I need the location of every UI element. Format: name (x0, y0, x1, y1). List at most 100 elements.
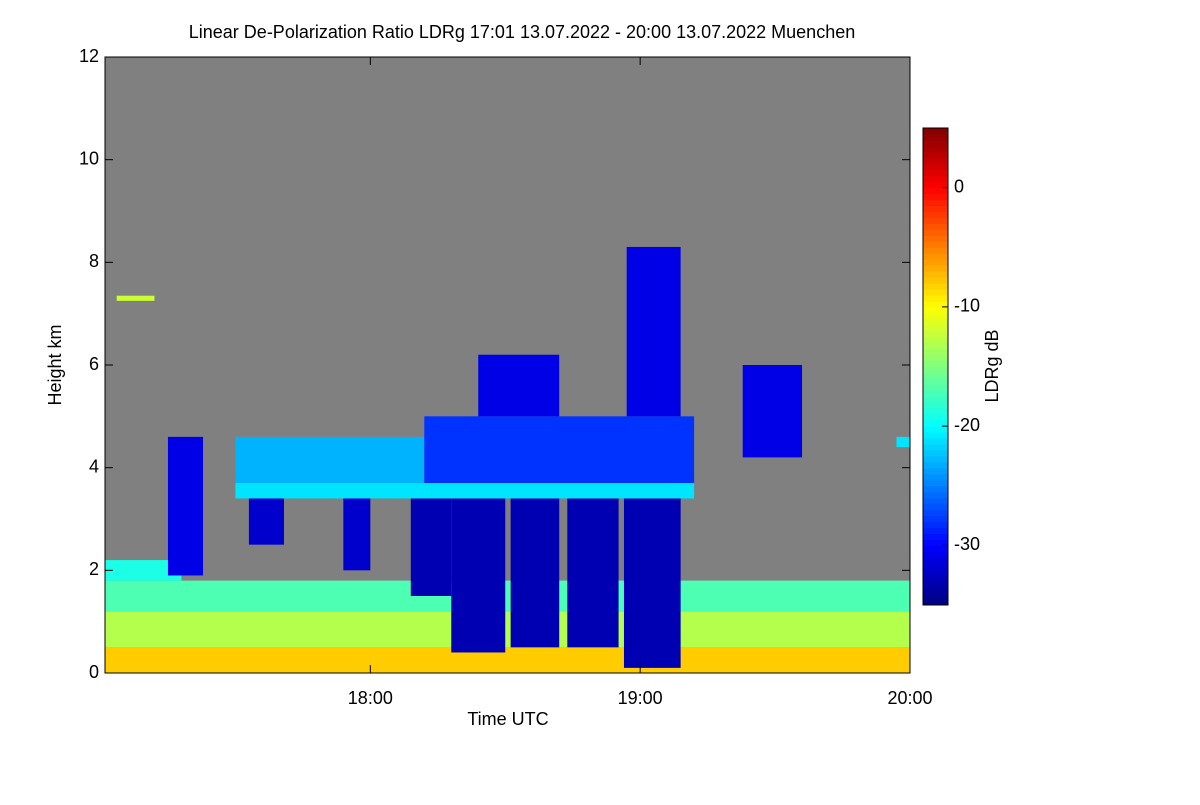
colorbar-segment (923, 348, 948, 356)
heat-cell (478, 354, 560, 417)
colorbar-segment (923, 557, 948, 564)
colorbar-segment (923, 521, 948, 528)
colorbar-segment (923, 271, 948, 278)
colorbar-tick-label: -30 (954, 534, 980, 554)
colorbar-segment (923, 247, 948, 254)
colorbar-segment (923, 408, 948, 415)
heat-cell (742, 365, 803, 458)
colorbar-segment (923, 372, 948, 379)
colorbar-segment (923, 336, 948, 344)
colorbar-segment (923, 438, 948, 445)
heat-cell (105, 647, 910, 673)
colorbar-segment (923, 384, 948, 391)
colorbar-segment (923, 294, 948, 302)
colorbar-segment (923, 503, 948, 511)
y-tick-label: 8 (89, 251, 99, 271)
colorbar-segment (923, 444, 948, 451)
colorbar-segment (923, 485, 948, 493)
colorbar-segment (923, 497, 948, 505)
colorbar-segment (923, 318, 948, 326)
colorbar-segment (923, 187, 948, 195)
colorbar-segment (923, 283, 948, 290)
colorbar-segment (923, 396, 948, 403)
colorbar-segment (923, 360, 948, 367)
colorbar-segment (923, 193, 948, 201)
colorbar-segment (923, 420, 948, 427)
heat-cell (424, 416, 695, 484)
colorbar-segment (923, 229, 948, 236)
colorbar-segment (923, 599, 948, 606)
colorbar-segment (923, 181, 948, 189)
colorbar-frame (922, 127, 949, 606)
colorbar-segment (923, 461, 948, 469)
colorbar-segment (923, 330, 948, 338)
colorbar-segment (923, 235, 948, 242)
colorbar-segment (923, 241, 948, 248)
heat-cell (105, 560, 182, 581)
y-tick-label: 0 (89, 662, 99, 682)
colorbar-segment (923, 479, 948, 487)
colorbar-segment (923, 312, 948, 320)
colorbar-segment (923, 569, 948, 576)
colorbar-segment (923, 587, 948, 594)
colorbar-segment (923, 390, 948, 397)
y-axis-label: Height km (45, 324, 65, 405)
colorbar-segment (923, 223, 948, 230)
colorbar-segment (923, 539, 948, 546)
colorbar-segment (923, 378, 948, 385)
colorbar-segment (923, 253, 948, 260)
colorbar-segment (923, 402, 948, 409)
heat-cell (105, 611, 910, 648)
colorbar-segment (923, 455, 948, 463)
x-tick-label: 18:00 (348, 688, 393, 708)
chart-title: Linear De-Polarization Ratio LDRg 17:01 … (189, 22, 855, 42)
y-tick-label: 12 (79, 46, 99, 66)
colorbar-segment (923, 509, 948, 517)
colorbar-segment (923, 128, 948, 135)
colorbar-segment (923, 491, 948, 499)
colorbar-segment (923, 575, 948, 582)
colorbar-segment (923, 593, 948, 600)
colorbar-segment (923, 217, 948, 224)
y-tick-label: 10 (79, 148, 99, 168)
colorbar-segment (923, 545, 948, 552)
colorbar-segment (923, 145, 948, 153)
colorbar-segment (923, 426, 948, 433)
colorbar-segment (923, 449, 948, 457)
y-tick-label: 2 (89, 559, 99, 579)
x-tick-label: 20:00 (887, 688, 932, 708)
heat-cell (116, 295, 155, 301)
colorbar-segment (923, 515, 948, 523)
heat-cell (343, 493, 371, 571)
y-tick-label: 4 (89, 456, 99, 476)
colorbar-segment (923, 533, 948, 540)
heat-cell (451, 498, 506, 653)
colorbar-tick-label: 0 (954, 176, 964, 196)
x-tick-label: 19:00 (618, 688, 663, 708)
colorbar-segment (923, 157, 948, 165)
x-axis-label: Time UTC (467, 709, 548, 729)
heat-cell (567, 498, 619, 648)
colorbar-segment (923, 551, 948, 558)
heat-cell (896, 436, 910, 448)
colorbar-segment (923, 467, 948, 475)
colorbar-segment (923, 414, 948, 421)
colorbar-tick-label: -10 (954, 296, 980, 316)
colorbar-segment (923, 306, 948, 314)
colorbar-tick-label: -20 (954, 415, 980, 435)
colorbar-segment (923, 163, 948, 171)
y-tick-label: 6 (89, 354, 99, 374)
colorbar-segment (923, 139, 948, 147)
colorbar-label: LDRg dB (982, 329, 1002, 402)
heat-cell (105, 580, 910, 612)
colorbar-segment (923, 211, 948, 218)
colorbar-segment (923, 199, 948, 207)
colorbar-segment (923, 265, 948, 272)
heat-cell (235, 483, 695, 499)
colorbar-segment (923, 342, 948, 350)
heat-cell (510, 498, 560, 648)
colorbar-segment (923, 563, 948, 570)
colorbar-segment (923, 300, 948, 308)
colorbar-segment (923, 133, 948, 141)
